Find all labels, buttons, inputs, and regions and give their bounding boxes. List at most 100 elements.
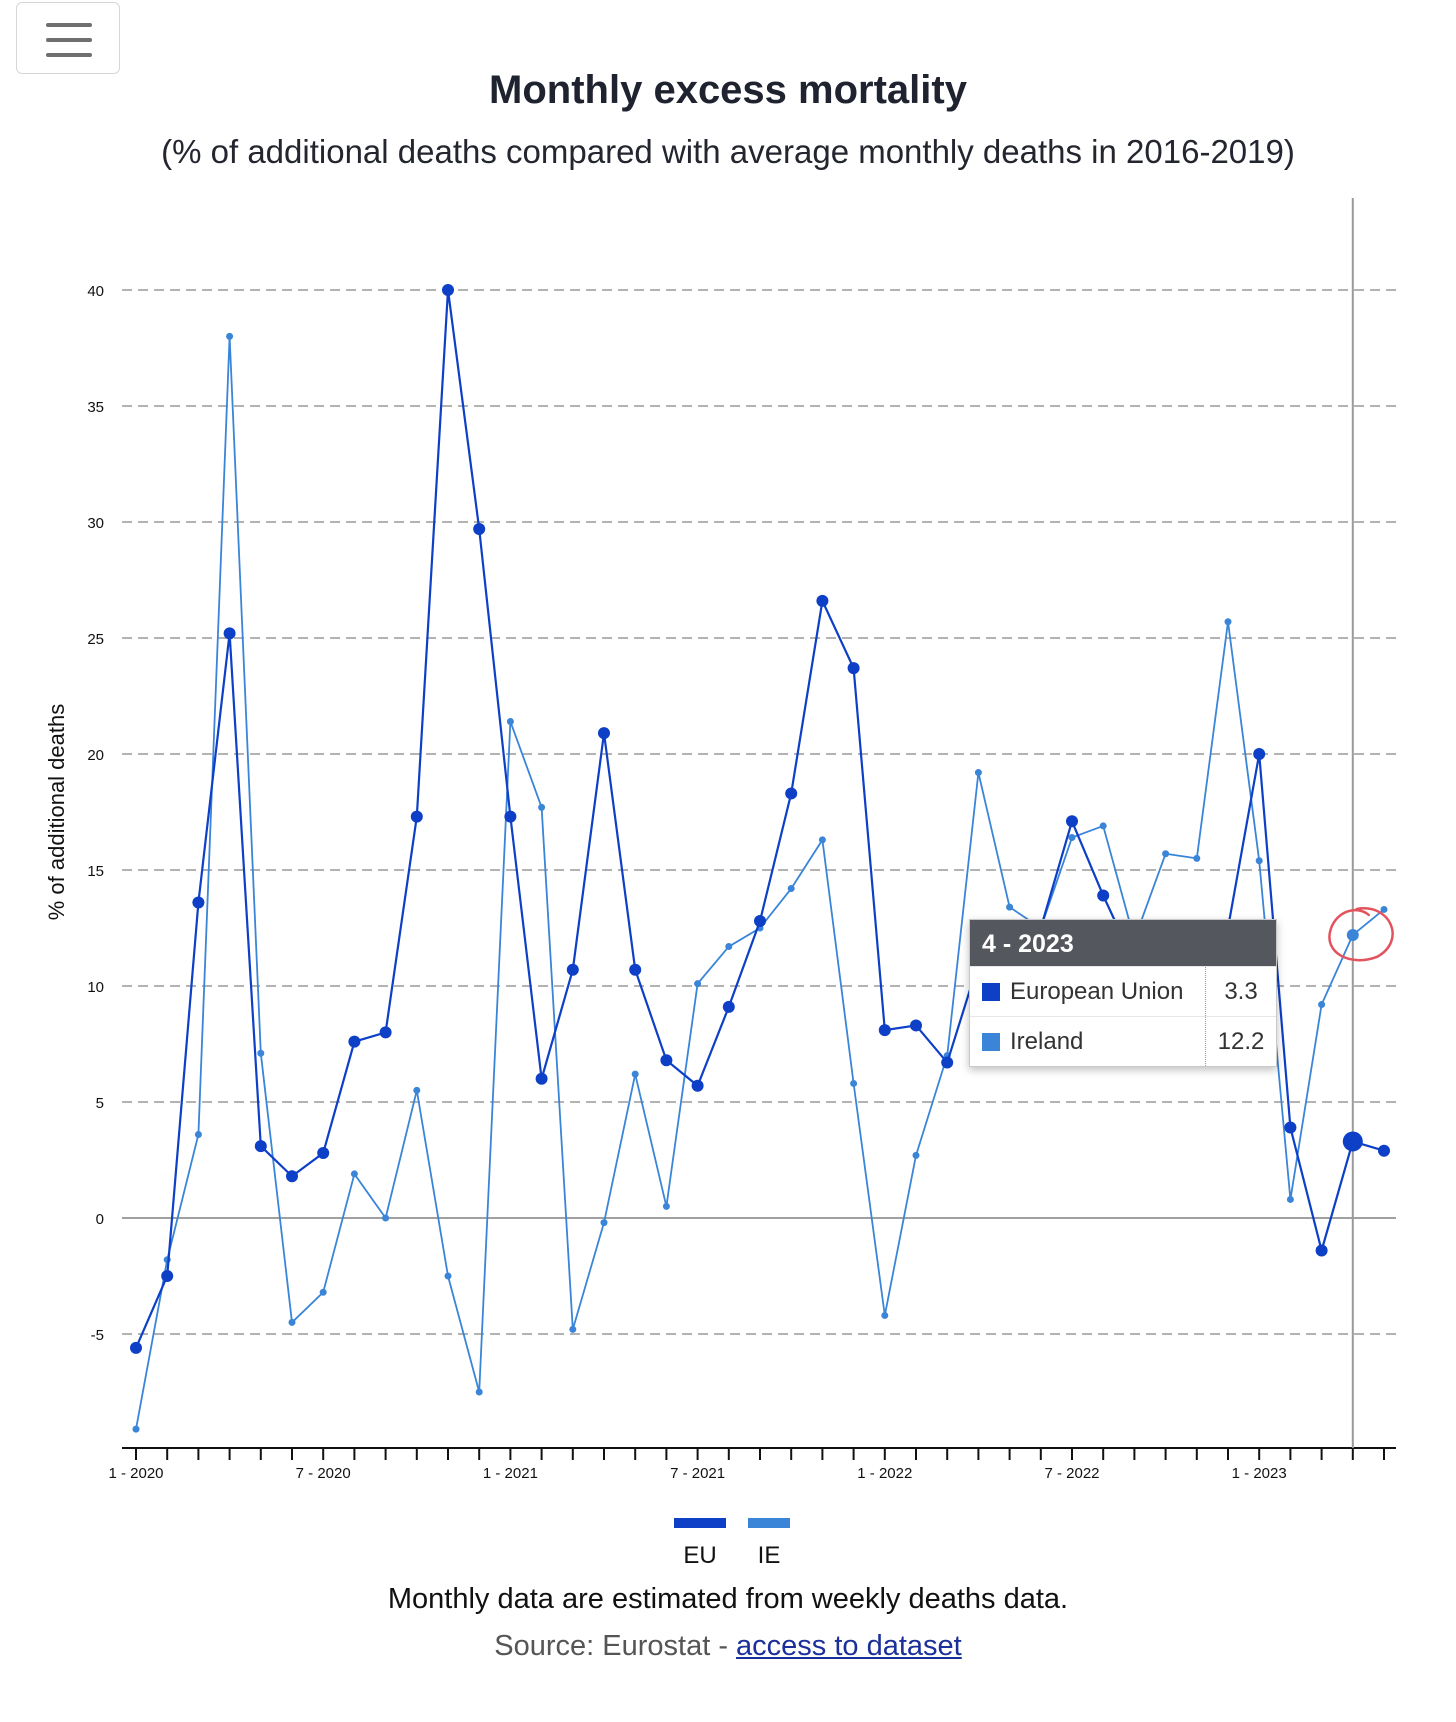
- menu-button[interactable]: [16, 2, 120, 74]
- data-point-ie: [226, 332, 234, 340]
- data-point-ie: [1255, 857, 1263, 865]
- data-point-ie: [538, 803, 546, 811]
- y-tick-label: 10: [87, 979, 104, 996]
- data-point-eu: [1097, 889, 1110, 902]
- data-point-eu: [910, 1019, 922, 1032]
- legend-label-eu: EU: [683, 1542, 717, 1569]
- data-point-ie: [818, 836, 826, 844]
- data-point-ie: [475, 1388, 483, 1396]
- data-note: Monthly data are estimated from weekly d…: [387, 1583, 1069, 1615]
- ie-swatch: [982, 1032, 1000, 1051]
- data-point-eu: [535, 1072, 548, 1085]
- data-point-ie: [1193, 854, 1201, 862]
- data-point-eu: [691, 1079, 704, 1092]
- data-point-eu: [223, 627, 236, 640]
- data-point-ie: [1380, 905, 1388, 913]
- legend-item-eu[interactable]: EU: [672, 1518, 728, 1570]
- chart-tooltip: 4 - 2023 European Union 3.3 Ireland 12.2: [969, 919, 1277, 1067]
- y-tick-label: 35: [87, 399, 104, 416]
- hamburger-line: [46, 53, 92, 57]
- y-tick-label: 25: [87, 631, 104, 648]
- x-tick-label: 1 - 2023: [1232, 1465, 1287, 1482]
- data-point-ie: [1099, 822, 1107, 830]
- data-point-ie: [1162, 850, 1170, 858]
- x-tick-label: 1 - 2021: [483, 1465, 538, 1482]
- line-chart[interactable]: -5 0 5 10 15 20 25 30 35 40 % of additional deaths…: [0, 180, 1456, 1520]
- data-point-eu: [504, 810, 517, 823]
- data-point-ie: [974, 769, 982, 777]
- y-tick-label: 40: [87, 283, 104, 300]
- tooltip-series-value: 3.3: [1224, 977, 1258, 1005]
- y-tick-label: 15: [87, 863, 104, 880]
- data-point-ie: [631, 1070, 639, 1078]
- data-point-eu: [161, 1270, 174, 1282]
- data-point-ie: [1068, 834, 1076, 842]
- x-tick-label: 7 - 2021: [670, 1465, 725, 1482]
- data-point-eu: [660, 1054, 673, 1067]
- data-point-ie: [694, 980, 702, 988]
- x-tick-label: 1 - 2022: [857, 1465, 912, 1482]
- chart-title: Monthly excess mortality: [489, 68, 967, 112]
- tooltip-series-name: Ireland: [1010, 1017, 1206, 1066]
- data-point-eu: [1284, 1121, 1297, 1134]
- tooltip-row-ie: Ireland 12.2: [970, 1016, 1276, 1066]
- data-point-eu: [1066, 815, 1078, 828]
- legend-label-ie: IE: [757, 1542, 781, 1569]
- data-point-eu: [130, 1341, 142, 1354]
- data-point-ie: [319, 1288, 327, 1296]
- data-point-eu: [1378, 1144, 1390, 1157]
- data-point-eu: [1253, 748, 1266, 760]
- data-point-ie: [444, 1272, 452, 1280]
- data-point-ie: [787, 885, 795, 893]
- data-point-eu: [192, 896, 205, 909]
- data-point-ie: [350, 1170, 358, 1178]
- legend-swatch-eu: [674, 1518, 726, 1528]
- data-point-eu: [941, 1056, 954, 1069]
- y-tick-label: 30: [87, 515, 104, 532]
- x-tick-label: 7 - 2022: [1044, 1465, 1099, 1482]
- x-tick-label: 1 - 2020: [108, 1465, 163, 1482]
- data-point-eu: [566, 963, 579, 976]
- data-point-ie: [881, 1311, 889, 1319]
- data-point-eu: [598, 727, 610, 740]
- dataset-link[interactable]: access to dataset: [736, 1630, 962, 1662]
- data-point-ie: [1318, 1001, 1326, 1009]
- data-point-ie: [569, 1325, 577, 1333]
- x-tick-label: 7 - 2020: [296, 1465, 351, 1482]
- annotation-circle: [1328, 907, 1394, 962]
- hamburger-line: [46, 38, 92, 42]
- y-tick-label: 0: [96, 1211, 104, 1228]
- data-point-eu: [317, 1147, 330, 1160]
- data-point-ie: [725, 943, 733, 951]
- data-point-ie: [912, 1151, 920, 1159]
- data-point-eu: [254, 1140, 267, 1153]
- tooltip-series-name: European Union: [1010, 967, 1206, 1016]
- data-point-eu: [629, 963, 642, 976]
- data-point-ie: [288, 1318, 296, 1326]
- tooltip-title: 4 - 2023: [970, 920, 1276, 966]
- data-point-eu: [785, 787, 798, 800]
- chart-subtitle: (% of additional deaths compared with av…: [161, 133, 1295, 170]
- data-point-ie: [194, 1130, 202, 1138]
- y-tick-label: 20: [87, 747, 104, 764]
- data-point-eu: [348, 1035, 361, 1048]
- data-point-ie: [382, 1214, 390, 1222]
- data-point-eu: [1342, 1131, 1363, 1152]
- y-tick-label: -5: [91, 1327, 104, 1344]
- data-point-ie: [1286, 1195, 1294, 1203]
- data-point-ie: [1006, 903, 1014, 911]
- data-point-eu: [816, 594, 829, 607]
- data-point-eu: [722, 1000, 735, 1013]
- data-point-ie: [132, 1425, 140, 1433]
- data-point-eu: [442, 284, 454, 296]
- legend-item-ie[interactable]: IE: [746, 1518, 792, 1570]
- tooltip-row-eu: European Union 3.3: [970, 966, 1276, 1016]
- data-point-ie: [850, 1079, 858, 1087]
- tooltip-series-value: 12.2: [1217, 1027, 1265, 1055]
- series-line-eu: [134, 289, 1385, 1349]
- source-line: Source: Eurostat - access to dataset: [0, 1630, 1456, 1663]
- data-point-ie: [1224, 618, 1232, 626]
- data-point-ie: [662, 1202, 670, 1210]
- source-prefix: Source: Eurostat -: [494, 1630, 737, 1662]
- data-point-eu: [410, 810, 423, 823]
